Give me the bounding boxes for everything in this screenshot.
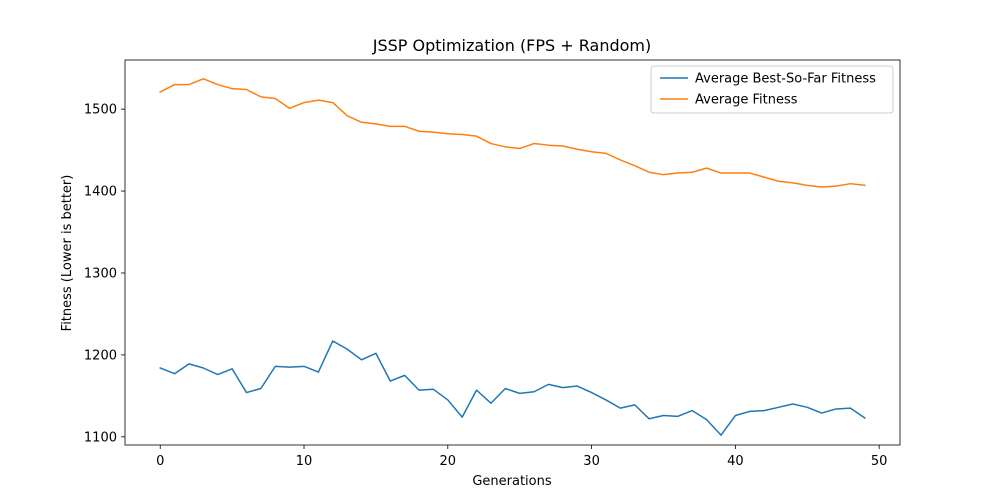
x-tick-label: 10: [296, 454, 313, 469]
y-tick-label: 1300: [84, 266, 117, 281]
axes-frame: [124, 59, 901, 446]
legend-label: Average Fitness: [695, 93, 798, 108]
series-line-average-best-so-far-fitness: [159, 340, 866, 436]
chart-title: JSSP Optimization (FPS + Random): [372, 36, 652, 55]
x-tick-label: 50: [871, 454, 888, 469]
legend-label: Average Best-So-Far Fitness: [695, 72, 876, 87]
x-tick-label: 30: [583, 454, 600, 469]
x-tick-label: 20: [440, 454, 457, 469]
series-line-average-fitness: [159, 78, 866, 188]
legend: Average Best-So-Far Fitness Average Fitne…: [650, 65, 894, 114]
x-tick-label: 0: [156, 454, 164, 469]
y-tick-label: 1500: [84, 103, 117, 118]
y-axis-label: Fitness (Lower is better): [60, 175, 75, 332]
y-tick-label: 1200: [84, 348, 117, 363]
legend-box: [650, 65, 894, 114]
x-axis-label: Generations: [472, 474, 552, 489]
y-tick-label: 1100: [84, 430, 117, 445]
plot-area: 0 10 20 30 40 50 1100 1200 1300 1400 1500: [84, 59, 901, 469]
x-tick-label: 40: [727, 454, 744, 469]
y-tick-label: 1400: [84, 185, 117, 200]
